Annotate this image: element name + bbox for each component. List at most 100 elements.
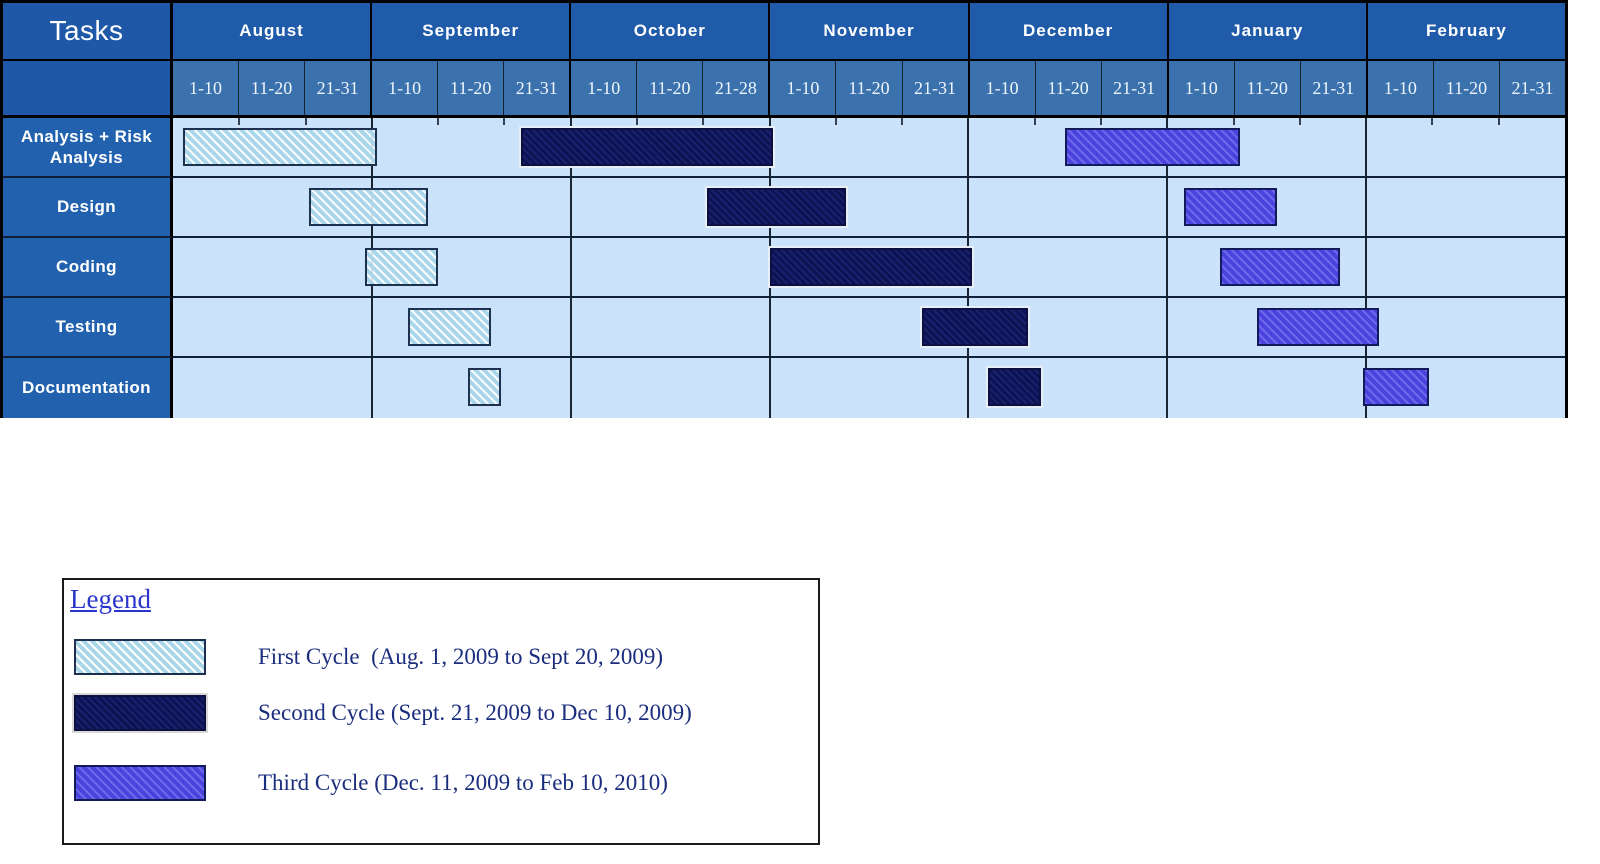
month-header-february: February <box>1367 3 1565 61</box>
testing-second-cycle-bar <box>922 308 1029 346</box>
period-cell-february-1-10: 1-10 <box>1367 61 1434 115</box>
legend-box: Legend First Cycle (Aug. 1, 2009 to Sept… <box>62 578 820 845</box>
design-third-cycle-bar <box>1183 188 1277 226</box>
period-tick <box>1298 118 1301 125</box>
period-cell-october-1-10: 1-10 <box>571 61 638 115</box>
month-header-september: September <box>372 3 572 61</box>
period-cell-december-11-20: 11-20 <box>1035 61 1102 115</box>
period-cell-january-21-31: 21-31 <box>1300 61 1366 115</box>
period-group-october: 1-10 11-20 21-28 <box>571 61 771 118</box>
month-gridline <box>370 358 373 418</box>
legend-title: Legend <box>70 584 151 614</box>
task-label-coding: Coding <box>3 238 173 298</box>
documentation-first-cycle-bar <box>467 368 502 406</box>
period-tick <box>304 118 307 125</box>
period-tick <box>1099 118 1102 125</box>
period-tick <box>1033 118 1036 125</box>
period-cell-january-11-20: 11-20 <box>1234 61 1301 115</box>
tasks-header-cell: Tasks <box>3 3 173 61</box>
period-cell-december-21-31: 21-31 <box>1101 61 1167 115</box>
documentation-second-cycle-bar <box>988 368 1042 406</box>
period-tick <box>702 118 705 125</box>
tasks-header-spacer <box>3 61 173 118</box>
design-first-cycle-bar <box>308 188 429 226</box>
month-gridline <box>1166 238 1169 296</box>
task-rows: Analysis + Risk Analysis Design Coding Test… <box>3 118 1565 418</box>
period-tick <box>503 118 506 125</box>
month-gridline <box>768 358 771 418</box>
month-gridline <box>1365 118 1368 176</box>
legend-label-first-cycle: First Cycle (Aug. 1, 2009 to Sept 20, 20… <box>258 644 664 669</box>
period-cell-august-11-20: 11-20 <box>239 61 306 115</box>
period-cell-november-1-10: 1-10 <box>770 61 837 115</box>
period-tick <box>901 118 904 125</box>
period-tick <box>834 118 837 125</box>
month-gridline <box>370 298 373 356</box>
legend-label-third-cycle: Third Cycle (Dec. 11, 2009 to Feb 10, 20… <box>258 770 668 795</box>
period-cell-october-21-28: 21-28 <box>703 61 769 115</box>
month-gridline <box>967 178 970 236</box>
testing-first-cycle-bar <box>408 308 492 346</box>
task-label-analysis-risk-analysis: Analysis + Risk Analysis <box>3 118 173 178</box>
legend-swatch-third-cycle <box>74 765 206 801</box>
month-gridline <box>768 298 771 356</box>
month-gridline <box>1166 178 1169 236</box>
task-row-design: Design <box>3 178 1565 238</box>
month-gridline <box>569 358 572 418</box>
period-cell-december-1-10: 1-10 <box>969 61 1036 115</box>
period-cell-february-21-31: 21-31 <box>1499 61 1565 115</box>
period-cell-january-1-10: 1-10 <box>1168 61 1235 115</box>
legend-row-third-cycle: Third Cycle (Dec. 11, 2009 to Feb 10, 20… <box>74 765 668 801</box>
task-row-chart-testing <box>173 298 1565 358</box>
period-group-august: 1-10 11-20 21-31 <box>173 61 373 118</box>
task-row-chart-analysis-risk-analysis <box>173 118 1565 178</box>
period-tick <box>1431 118 1434 125</box>
task-label-design: Design <box>3 178 173 238</box>
period-cell-november-21-31: 21-31 <box>902 61 968 115</box>
period-cell-november-11-20: 11-20 <box>836 61 903 115</box>
period-cell-september-1-10: 1-10 <box>372 61 439 115</box>
coding-third-cycle-bar <box>1220 248 1340 286</box>
period-cell-august-1-10: 1-10 <box>173 61 240 115</box>
period-cell-august-21-31: 21-31 <box>305 61 371 115</box>
period-tick <box>635 118 638 125</box>
month-header-december: December <box>969 3 1169 61</box>
period-tick <box>238 118 241 125</box>
period-header-row: 1-10 11-20 21-31 1-10 11-20 21-31 1-10 11-20 21-… <box>3 61 1565 118</box>
coding-first-cycle-bar <box>365 248 439 286</box>
month-header-november: November <box>770 3 970 61</box>
task-label-documentation: Documentation <box>3 358 173 418</box>
month-gridline <box>569 238 572 296</box>
coding-second-cycle-bar <box>769 248 972 286</box>
month-header-august: August <box>173 3 373 61</box>
period-cell-september-21-31: 21-31 <box>504 61 570 115</box>
month-gridline <box>569 298 572 356</box>
documentation-third-cycle-bar <box>1362 368 1430 406</box>
period-tick <box>1232 118 1235 125</box>
legend-swatch-second-cycle <box>74 695 206 731</box>
task-row-testing: Testing <box>3 298 1565 358</box>
period-group-february: 1-10 11-20 21-31 <box>1367 61 1565 118</box>
period-group-september: 1-10 11-20 21-31 <box>372 61 572 118</box>
month-gridline <box>1365 178 1368 236</box>
analysis-risk-analysis-first-cycle-bar <box>182 128 378 166</box>
task-row-documentation: Documentation <box>3 358 1565 418</box>
task-row-analysis-risk-analysis: Analysis + Risk Analysis <box>3 118 1565 178</box>
month-header-october: October <box>571 3 771 61</box>
month-gridline <box>1166 358 1169 418</box>
period-cell-february-11-20: 11-20 <box>1433 61 1500 115</box>
month-header-january: January <box>1168 3 1368 61</box>
period-group-december: 1-10 11-20 21-31 <box>969 61 1169 118</box>
period-group-january: 1-10 11-20 21-31 <box>1168 61 1368 118</box>
task-row-chart-design <box>173 178 1565 238</box>
period-tick <box>437 118 440 125</box>
task-row-chart-coding <box>173 238 1565 298</box>
legend-swatch-first-cycle <box>74 639 206 675</box>
gantt-table: Tasks August September October November Dece… <box>0 0 1568 418</box>
month-gridline <box>967 118 970 176</box>
legend-row-second-cycle: Second Cycle (Sept. 21, 2009 to Dec 10, … <box>74 695 692 731</box>
design-second-cycle-bar <box>706 188 846 226</box>
period-tick <box>1497 118 1500 125</box>
analysis-risk-analysis-second-cycle-bar <box>521 128 773 166</box>
month-gridline <box>1365 238 1368 296</box>
